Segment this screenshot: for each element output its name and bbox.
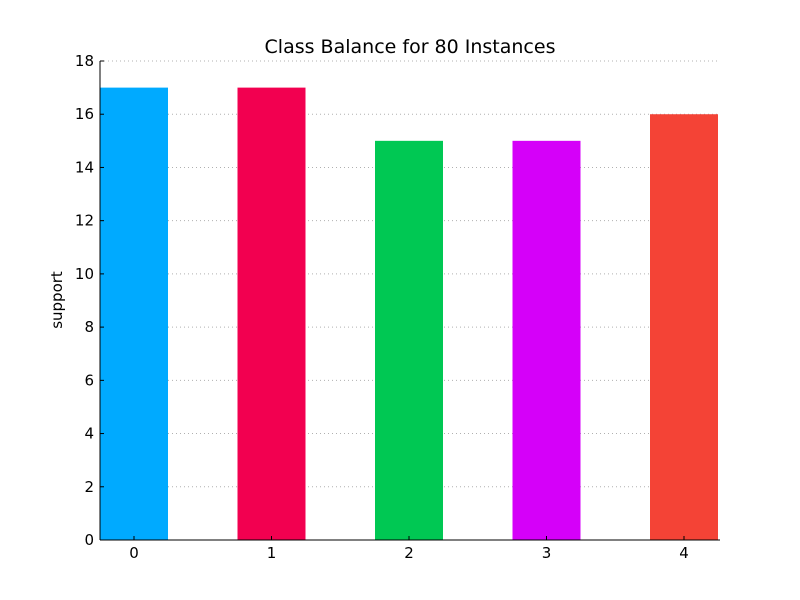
gridlines: [100, 60, 720, 488]
y-tick-label: 16: [75, 105, 94, 123]
y-tick-label: 6: [84, 371, 94, 389]
y-tick-label: 14: [75, 158, 94, 176]
x-tick-label: 0: [129, 544, 139, 562]
x-tick-label: 3: [542, 544, 552, 562]
bar-class-3: [512, 140, 581, 541]
x-tick-label: 1: [267, 544, 277, 562]
y-tick-label: 12: [75, 212, 94, 230]
y-tick-label: 4: [84, 425, 94, 443]
chart-title: Class Balance for 80 Instances: [265, 36, 556, 58]
y-tick-label: 8: [84, 318, 94, 336]
x-ticks: 0 1 2 3 4: [129, 536, 689, 562]
bar-class-1: [237, 87, 306, 540]
bars: [100, 87, 718, 541]
y-tick-label: 18: [75, 52, 94, 70]
y-tick-label: 10: [75, 265, 94, 283]
x-tick-label: 2: [404, 544, 414, 562]
x-tick-label: 4: [679, 544, 689, 562]
y-tick-label: 0: [84, 531, 94, 549]
bar-class-2: [375, 140, 443, 541]
axes: [99, 61, 720, 541]
y-ticks: 0 2 4 6 8 10 12 14 16 18: [75, 52, 104, 549]
bar-class-4: [650, 114, 718, 540]
y-tick-label: 2: [84, 478, 94, 496]
bar-class-0: [100, 87, 168, 540]
y-axis-label: support: [48, 271, 66, 329]
